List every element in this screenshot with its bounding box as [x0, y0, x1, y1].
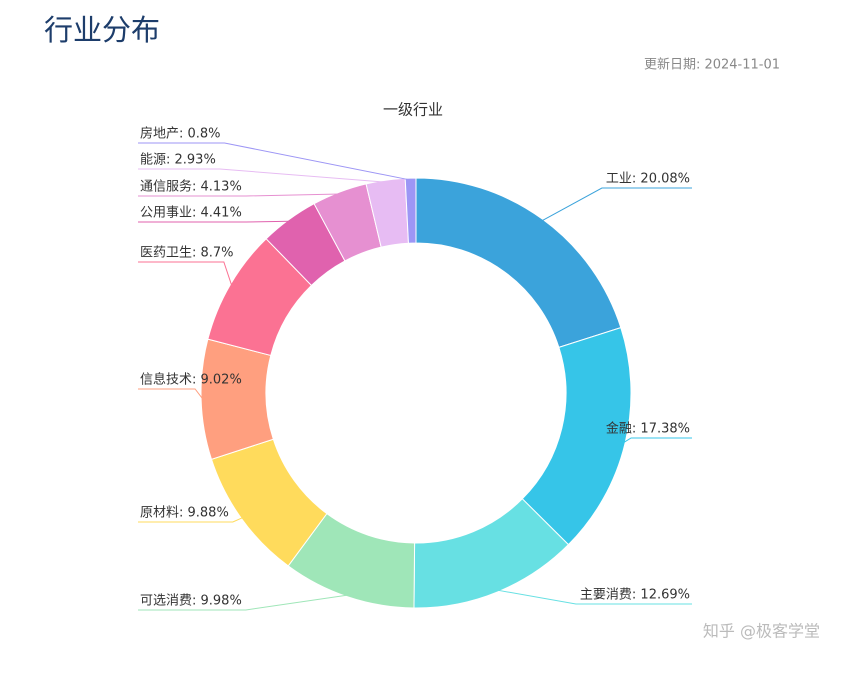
leader-line [138, 594, 349, 611]
data-label: 通信服务: 4.13% [140, 179, 242, 195]
leader-line [138, 142, 411, 181]
watermark: 知乎 @极客学堂 [703, 622, 820, 641]
data-label: 可选消费: 9.98% [140, 594, 242, 609]
chart-title: 一级行业 [383, 101, 443, 119]
data-label: 主要消费: 12.69% [580, 588, 690, 603]
page-title: 行业分布 [44, 13, 160, 47]
data-label: 能源: 2.93% [140, 153, 216, 168]
leader-line [541, 187, 692, 222]
leader-line [138, 388, 204, 400]
leader-line [138, 168, 386, 183]
slice [404, 177, 417, 244]
leader-line [496, 589, 692, 605]
leader-line [138, 261, 233, 287]
leader-line [138, 193, 341, 197]
data-label: 工业: 20.08% [606, 172, 690, 187]
update-date: 更新日期: 2024-11-01 [644, 57, 780, 73]
leader-line [138, 516, 244, 523]
leader-line [622, 437, 692, 444]
leader-line [138, 220, 291, 223]
data-label: 原材料: 9.88% [140, 506, 229, 521]
data-label: 医药卫生: 8.7% [140, 246, 234, 261]
data-label: 公用事业: 4.41% [140, 206, 242, 221]
slice [200, 338, 274, 460]
data-label: 金融: 17.38% [606, 421, 690, 437]
data-label: 信息技术: 9.02% [140, 372, 242, 388]
data-label: 房地产: 0.8% [140, 126, 221, 142]
slice [415, 177, 622, 348]
